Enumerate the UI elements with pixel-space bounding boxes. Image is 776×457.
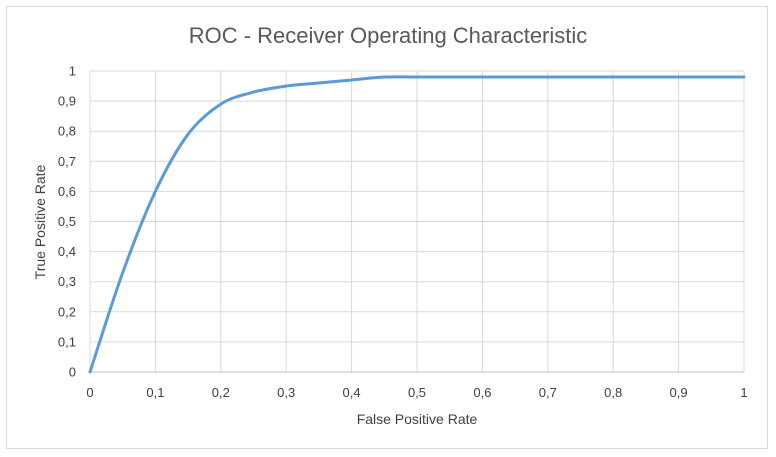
- x-tick-label: 0,3: [277, 385, 295, 400]
- x-tick-label: 0,4: [343, 385, 361, 400]
- y-tick-label: 0,3: [58, 274, 76, 289]
- y-axis-title: True Positive Rate: [32, 164, 48, 279]
- x-tick-label: 0: [86, 385, 93, 400]
- y-axis-ticks: 0 0,1 0,2 0,3 0,4 0,5 0,6 0,7 0,8 0,9 1: [58, 64, 76, 380]
- x-tick-label: 0,6: [473, 385, 491, 400]
- series-layer: [88, 75, 746, 374]
- x-tick-label: 1: [740, 385, 747, 400]
- x-tick-label: 0,8: [604, 385, 622, 400]
- y-tick-label: 1: [69, 64, 76, 79]
- y-tick-label: 0,5: [58, 214, 76, 229]
- y-tick-label: 0,4: [58, 244, 76, 259]
- chart-title: ROC - Receiver Operating Characteristic: [189, 23, 588, 48]
- y-tick-label: 0: [69, 365, 76, 380]
- gridlines: [89, 70, 745, 373]
- roc-curve-line: [88, 75, 746, 374]
- x-tick-label: 0,2: [212, 385, 230, 400]
- y-tick-label: 0,2: [58, 304, 76, 319]
- y-tick-label: 0,8: [58, 124, 76, 139]
- x-axis-title: False Positive Rate: [357, 411, 478, 427]
- chart-frame: [6, 6, 768, 449]
- y-tick-label: 0,9: [58, 94, 76, 109]
- y-tick-label: 0,6: [58, 184, 76, 199]
- y-tick-label: 0,7: [58, 154, 76, 169]
- y-tick-label: 0,1: [58, 334, 76, 349]
- x-tick-label: 0,7: [539, 385, 557, 400]
- x-tick-label: 0,1: [146, 385, 164, 400]
- x-tick-label: 0,5: [408, 385, 426, 400]
- x-tick-label: 0,9: [670, 385, 688, 400]
- x-axis-ticks: 0 0,1 0,2 0,3 0,4 0,5 0,6 0,7 0,8 0,9 1: [86, 385, 747, 400]
